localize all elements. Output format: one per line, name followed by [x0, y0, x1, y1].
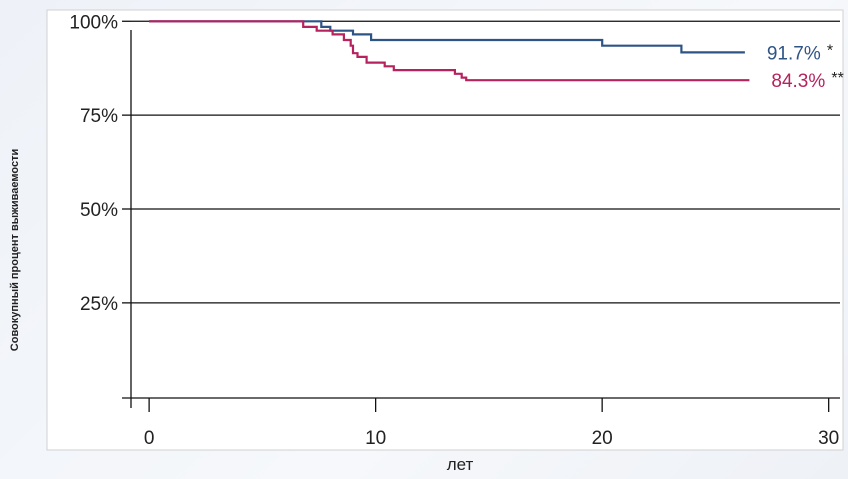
axes [122, 20, 840, 412]
y-tick-label-75%: 75% [80, 106, 118, 127]
end-labels: 91.7% *84.3% ** [767, 42, 844, 92]
y-tick-label-25%: 25% [80, 294, 118, 315]
x-tick-label-20: 20 [592, 428, 613, 449]
survival-curve-1 [149, 20, 745, 54]
y-tick-label-100%: 100% [69, 12, 118, 33]
x-tick-label-0: 0 [144, 428, 155, 449]
end-label-1: 91.7% [767, 43, 821, 64]
x-tick-label-30: 30 [818, 428, 839, 449]
end-marker-2: ** [831, 70, 843, 87]
survival-curve-2 [149, 20, 750, 82]
y-axis-label: Совокупный процент выживаемости [9, 149, 21, 351]
survival-curves [149, 20, 750, 82]
x-axis-label: лет [447, 455, 474, 474]
end-marker-1: * [827, 42, 833, 59]
end-label-2: 84.3% [771, 71, 825, 92]
x-tick-label-10: 10 [365, 428, 386, 449]
y-tick-label-50%: 50% [80, 200, 118, 221]
tick-labels: 25% 50% 75% 100% 0 10 20 30 [69, 12, 839, 449]
plot-panel [46, 9, 844, 451]
